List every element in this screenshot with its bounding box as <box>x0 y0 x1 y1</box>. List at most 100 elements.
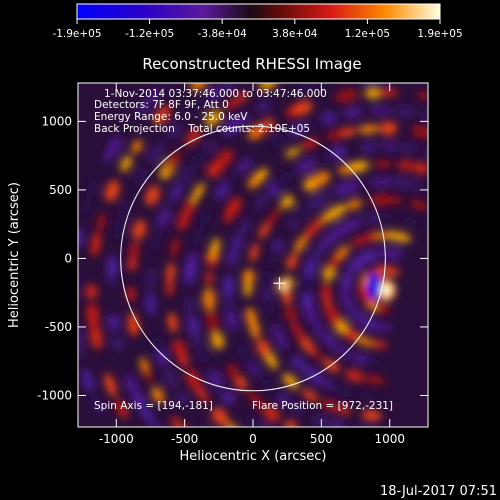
annotation-time-range: 1-Nov-2014 03:37:46.000 to 03:47:46.000 <box>104 88 327 100</box>
fringe-blob <box>125 286 136 302</box>
fringe-blob <box>302 366 324 385</box>
x-tick-label: -1000 <box>99 432 134 446</box>
fringe-blob <box>401 70 419 83</box>
fringe-blob <box>364 86 382 100</box>
fringe-blob <box>378 88 399 97</box>
fringe-blob <box>151 386 165 404</box>
fringe-blob <box>156 206 172 229</box>
fringe-blob <box>345 369 364 382</box>
fringe-blob <box>280 194 295 209</box>
fringe-blob <box>339 217 364 233</box>
fringe-blob <box>104 373 117 397</box>
fringe-blob <box>353 354 368 364</box>
fringe-blob <box>195 347 210 364</box>
fringe-blob <box>221 390 236 405</box>
fringe-blob <box>219 83 237 93</box>
y-tick-label: -1000 <box>37 388 72 402</box>
fringe-blob <box>90 391 102 408</box>
fringe-blob <box>167 312 178 333</box>
fringe-blob <box>214 149 234 170</box>
fringe-blob <box>334 404 352 415</box>
fringe-blob <box>166 262 176 283</box>
y-axis-ticks: -1000 -500 0 500 1000 <box>37 114 428 402</box>
fringe-blob <box>411 124 428 139</box>
fringe-blob <box>150 335 165 354</box>
fringe-blob <box>333 384 353 398</box>
fringe-blob <box>362 374 386 385</box>
fringe-blob <box>405 180 423 190</box>
fringe-blob <box>175 391 189 406</box>
fringe-blob <box>225 169 240 186</box>
fringe-blob <box>169 181 183 203</box>
fringe-blob <box>205 270 214 286</box>
fringe-blob <box>412 162 428 175</box>
colorbar-tick-label: -1.9e+05 <box>52 28 101 40</box>
fringe-blob <box>342 107 364 120</box>
fringe-blob <box>397 159 414 171</box>
fringe-blob <box>235 91 249 104</box>
fringe-blob <box>242 268 256 284</box>
colorbar-tick-label: 1.9e+05 <box>417 28 462 40</box>
fringe-blob <box>86 302 99 325</box>
fringe-blob <box>166 122 182 139</box>
fringe-blob <box>209 237 221 260</box>
fringe-blob <box>346 180 361 193</box>
fringe-blob <box>274 171 295 189</box>
fringe-blob <box>357 392 376 402</box>
fringe-blob <box>66 270 77 289</box>
fringe-blob <box>128 311 139 336</box>
colorbar-tick-label: 3.8e+04 <box>272 28 318 40</box>
fringe-blob <box>211 407 229 426</box>
fringe-blob <box>120 155 133 172</box>
fringe-blob <box>78 343 85 360</box>
secondary-source <box>280 282 287 291</box>
fringe-blob <box>417 91 428 101</box>
fringe-blob <box>222 274 235 298</box>
fringe-blob <box>210 331 225 350</box>
fringe-blob <box>255 99 272 114</box>
fringe-blob <box>189 152 206 170</box>
fringe-blob <box>334 88 359 103</box>
fringe-blob <box>346 199 363 210</box>
fringe-blob <box>324 204 348 221</box>
fringe-blob <box>205 309 219 335</box>
fringe-blob <box>369 106 393 115</box>
fringe-blob <box>361 409 382 421</box>
fringe-blob <box>115 399 127 415</box>
fringe-blob <box>369 177 395 187</box>
fringe-blob <box>359 68 379 83</box>
solar-limb <box>120 125 386 392</box>
fringe-blob <box>283 306 298 322</box>
fringe-blob <box>165 149 182 172</box>
fringe-blob <box>272 238 284 253</box>
y-tick-label: 1000 <box>41 114 72 128</box>
fringe-blob <box>207 86 223 101</box>
fringe-blob <box>236 157 253 174</box>
fringe-blob <box>191 182 205 203</box>
fringe-blob <box>377 266 401 277</box>
fringe-blob <box>380 247 404 260</box>
fringe-blob <box>331 145 347 160</box>
fringe-blob <box>335 245 350 260</box>
fringe-blob <box>117 200 133 223</box>
x-axis-label: Heliocentric X (arcsec) <box>180 449 327 464</box>
y-tick-label: 500 <box>49 183 72 197</box>
fringe-blob <box>335 345 354 359</box>
fringe-blob <box>277 393 290 405</box>
fringe-blob <box>147 142 164 164</box>
fringe-blob <box>202 288 216 311</box>
fringe-blob <box>321 111 337 125</box>
fringe-blob <box>262 285 273 303</box>
fringe-blob <box>291 320 305 342</box>
fringe-blob <box>247 360 261 378</box>
fringe-blob <box>177 207 192 231</box>
fringe-blob <box>78 287 79 303</box>
flare-position-label: Flare Position = [972,-231] <box>252 400 393 412</box>
plot-area <box>66 68 429 428</box>
fringe-blob <box>172 339 186 356</box>
fringe-blob <box>365 212 382 225</box>
fringe-blob <box>348 160 370 173</box>
fringe-blob <box>282 290 293 305</box>
annotation-method-counts: Back Projection Total counts: 2.10E+05 <box>94 123 310 135</box>
